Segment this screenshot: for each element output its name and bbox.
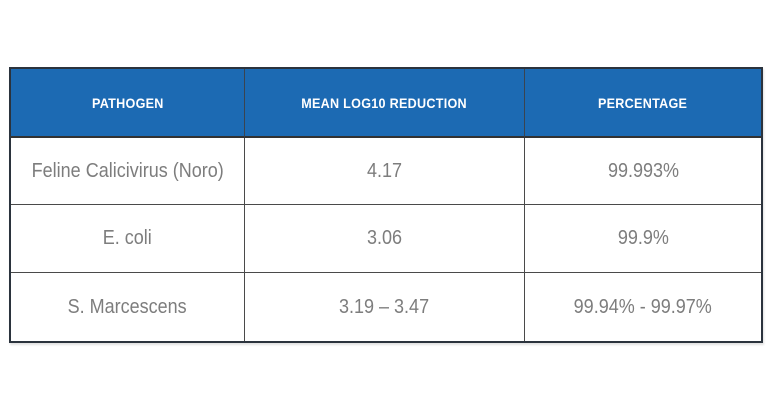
header-cell-percentage: PERCENTAGE — [525, 69, 761, 138]
cell-reduction: 3.06 — [245, 205, 525, 273]
cell-value: 3.19 – 3.47 — [339, 295, 430, 318]
cell-value: 99.9% — [617, 227, 669, 249]
pathogen-reduction-table: PATHOGEN MEAN LOG10 REDUCTION PERCENTAGE… — [9, 67, 763, 343]
cell-value: 99.993% — [607, 159, 679, 182]
cell-pathogen: S. Marcescens — [11, 273, 245, 341]
cell-value: S. Marcescens — [67, 295, 188, 318]
header-label-percentage: PERCENTAGE — [598, 94, 688, 111]
header-label-pathogen: PATHOGEN — [91, 94, 164, 111]
cell-value: Feline Calicivirus (Noro) — [31, 159, 224, 182]
cell-percentage: 99.94% - 99.97% — [525, 273, 761, 341]
cell-reduction: 4.17 — [245, 138, 525, 205]
cell-value: E. coli — [102, 227, 153, 249]
header-cell-pathogen: PATHOGEN — [11, 69, 245, 138]
cell-reduction: 3.19 – 3.47 — [245, 273, 525, 341]
cell-value: 3.06 — [366, 227, 403, 249]
header-cell-mean-log10-reduction: MEAN LOG10 REDUCTION — [245, 69, 525, 138]
cell-value: 4.17 — [366, 159, 403, 182]
cell-pathogen: Feline Calicivirus (Noro) — [11, 138, 245, 205]
cell-percentage: 99.993% — [525, 138, 761, 205]
cell-pathogen: E. coli — [11, 205, 245, 273]
cell-percentage: 99.9% — [525, 205, 761, 273]
cell-value: 99.94% - 99.97% — [573, 295, 713, 318]
header-label-mean-log10-reduction: MEAN LOG10 REDUCTION — [301, 94, 468, 111]
